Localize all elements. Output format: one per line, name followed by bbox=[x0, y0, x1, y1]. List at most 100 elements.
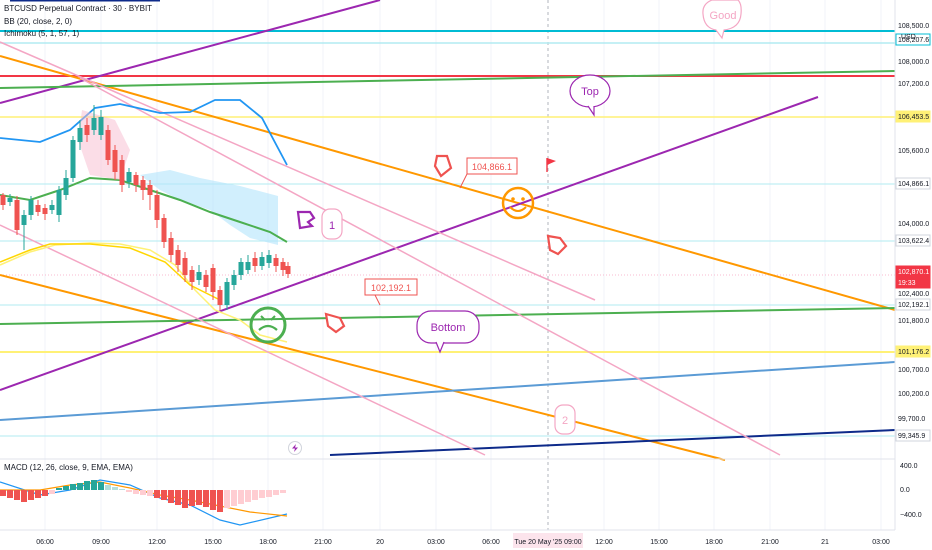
crosshair-time-label: Tue 20 May '25 09:00 bbox=[513, 533, 583, 548]
annotations[interactable]: Good Top Bottom 1 2 104,866.1 bbox=[249, 0, 742, 435]
price-badge-text: 102,192.1 bbox=[898, 302, 929, 309]
price-badge: 19:33 bbox=[895, 276, 931, 289]
price-badge-text: 103,622.4 bbox=[898, 238, 929, 245]
candle bbox=[21, 210, 27, 250]
price-tick: 105,600.0 bbox=[898, 148, 929, 155]
candle bbox=[140, 176, 146, 200]
candle bbox=[35, 200, 41, 216]
callout-top-text: Top bbox=[581, 86, 599, 98]
hand-pointer-icon-2[interactable] bbox=[433, 154, 453, 178]
price-tag-104866[interactable]: 104,866.1 bbox=[459, 157, 518, 189]
candle bbox=[224, 278, 230, 310]
time-tick: 12:00 bbox=[595, 539, 613, 546]
candle bbox=[105, 125, 111, 165]
time-tick: 03:00 bbox=[872, 539, 890, 546]
price-tick: 100,700.0 bbox=[898, 367, 929, 374]
macd-bar bbox=[217, 490, 223, 512]
smiley-orange-icon[interactable] bbox=[501, 186, 535, 220]
callout-top[interactable]: Top bbox=[569, 74, 611, 117]
time-tick: 06:00 bbox=[36, 539, 54, 546]
candle bbox=[49, 200, 55, 214]
time-tick: 18:00 bbox=[705, 539, 723, 546]
macd-bar bbox=[210, 490, 216, 510]
flag-icon[interactable] bbox=[546, 158, 556, 172]
callout-two-text: 2 bbox=[562, 415, 568, 427]
ichimoku-cloud bbox=[140, 170, 278, 245]
macd-bar bbox=[126, 490, 132, 492]
candle bbox=[112, 145, 118, 180]
candle bbox=[217, 286, 223, 310]
macd-bar bbox=[161, 490, 167, 500]
candle bbox=[168, 232, 174, 262]
price-tick: 104,000.0 bbox=[898, 221, 929, 228]
macd-bar bbox=[77, 483, 83, 490]
macd-bar bbox=[105, 485, 111, 490]
candle bbox=[285, 262, 291, 278]
candle bbox=[63, 170, 69, 200]
lightning-icon[interactable] bbox=[288, 441, 302, 455]
macd-bar bbox=[203, 490, 209, 507]
time-tick: 15:00 bbox=[650, 539, 668, 546]
hand-pointer-icon-3[interactable] bbox=[546, 234, 568, 256]
legend-bb[interactable]: BB (20, close, 2, 0) bbox=[4, 17, 73, 26]
candle bbox=[77, 120, 83, 150]
candle bbox=[252, 252, 258, 272]
macd-bar bbox=[112, 487, 118, 490]
legend-macd[interactable]: MACD (12, 26, close, 9, EMA, EMA) bbox=[4, 463, 133, 472]
macd-bar bbox=[70, 484, 76, 490]
candle bbox=[210, 264, 216, 300]
legend-symbol[interactable]: BTCUSD Perpetual Contract · 30 · BYBIT bbox=[4, 4, 153, 13]
macd-bar bbox=[154, 490, 160, 498]
price-badge: 101,176.2 bbox=[895, 345, 931, 358]
macd-bar bbox=[259, 490, 265, 498]
price-tick: 101,800.0 bbox=[898, 318, 929, 325]
macd-bar bbox=[168, 490, 174, 503]
candle bbox=[175, 245, 181, 272]
horizontal-levels bbox=[0, 30, 895, 437]
macd-tick: 0.0 bbox=[900, 487, 910, 494]
price-axis-bg bbox=[895, 0, 932, 530]
hand-pointer-icon-4[interactable] bbox=[324, 312, 346, 334]
candle bbox=[266, 250, 272, 268]
trend-lines[interactable] bbox=[0, 0, 896, 461]
candle bbox=[189, 266, 195, 290]
callout-good[interactable]: Good bbox=[702, 0, 742, 40]
price-tick: 99,700.0 bbox=[898, 416, 925, 423]
time-tick: 18:00 bbox=[259, 539, 277, 546]
macd-bar bbox=[42, 490, 48, 496]
candle bbox=[70, 136, 76, 182]
price-tag-102192[interactable]: 102,192.1 bbox=[364, 278, 418, 306]
macd-bar bbox=[252, 490, 258, 500]
macd-bar bbox=[21, 490, 27, 502]
callout-bottom[interactable]: Bottom bbox=[416, 310, 480, 354]
price-badge: 104,866.1 bbox=[895, 177, 931, 190]
macd-bar bbox=[14, 490, 20, 500]
time-tick: 03:00 bbox=[427, 539, 445, 546]
hand-pointer-icon-1[interactable] bbox=[296, 210, 316, 230]
legend-ichimoku[interactable]: Ichimoku (5, 1, 57, 1) bbox=[4, 29, 80, 38]
price-tick: 107,200.0 bbox=[898, 81, 929, 88]
candles bbox=[0, 105, 291, 310]
candle bbox=[119, 155, 125, 192]
macd-bar bbox=[119, 489, 125, 490]
smiley-green-icon[interactable] bbox=[249, 306, 287, 344]
callout-one[interactable]: 1 bbox=[321, 208, 343, 240]
price-tick: 108,000.0 bbox=[898, 59, 929, 66]
price-axis[interactable]: 108,500.0 108,000.0 107,200.0 105,600.0 104,… bbox=[894, 0, 932, 530]
time-axis[interactable]: 06:00 09:00 12:00 15:00 18:00 21:00 20 03:00 06:… bbox=[0, 529, 895, 548]
macd-bar bbox=[35, 490, 41, 498]
macd-bar bbox=[63, 486, 69, 490]
price-badge-text: 104,866.1 bbox=[898, 181, 929, 188]
price-badge: 102,870.1 bbox=[895, 265, 931, 278]
price-badge-text: 99,345.9 bbox=[898, 433, 925, 440]
price-badge-text: 106,453.5 bbox=[898, 114, 929, 121]
macd-bar bbox=[91, 480, 97, 490]
macd-bar bbox=[280, 490, 286, 493]
callout-two[interactable]: 2 bbox=[554, 404, 576, 435]
macd-bar bbox=[196, 490, 202, 505]
callout-one-text: 1 bbox=[329, 220, 335, 232]
candle bbox=[98, 110, 104, 140]
macd-tick: −400.0 bbox=[900, 512, 922, 519]
candle bbox=[203, 270, 209, 292]
